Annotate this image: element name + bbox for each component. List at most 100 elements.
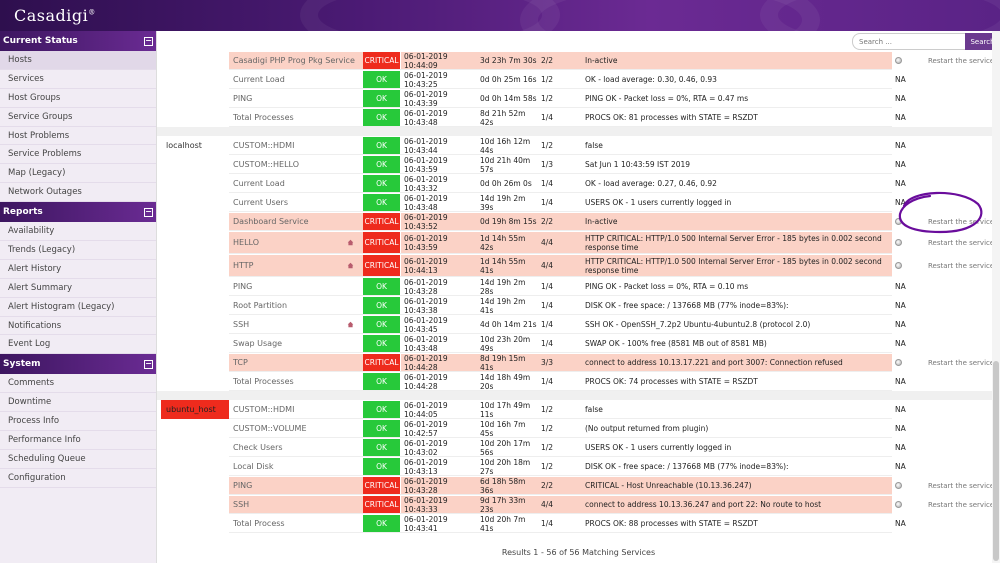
service-name[interactable]: Total Processes (233, 377, 294, 386)
nav-process-info[interactable]: Process Info (0, 412, 156, 432)
status-information: SSH OK - OpenSSH_7.2p2 Ubuntu-4ubuntu2.8… (585, 320, 811, 329)
service-name[interactable]: Current Load (233, 75, 285, 84)
service-name[interactable]: Current Load (233, 179, 285, 188)
service-name[interactable]: PING (233, 282, 253, 291)
nav-network-outages[interactable]: Network Outages (0, 183, 156, 203)
restart-service-link[interactable]: Restart the service (928, 261, 995, 270)
nav-performance-info[interactable]: Performance Info (0, 431, 156, 450)
nav-comments[interactable]: Comments (0, 374, 156, 394)
service-name[interactable]: Swap Usage (233, 339, 283, 348)
nav-notifications[interactable]: Notifications (0, 317, 156, 336)
sidebar: Current Status − Hosts Services Host Gro… (0, 31, 157, 563)
house-icon[interactable] (347, 321, 354, 328)
nav-map-legacy[interactable]: Map (Legacy) (0, 164, 156, 184)
nav-trends-legacy[interactable]: Trends (Legacy) (0, 241, 156, 260)
service-name[interactable]: CUSTOM::VOLUME (233, 424, 307, 433)
gear-icon[interactable] (895, 262, 902, 269)
status-badge: OK (376, 443, 387, 452)
section-system[interactable]: System − (0, 354, 156, 375)
status-information: SWAP OK - 100% free (8581 MB out of 8581… (585, 339, 767, 348)
service-name[interactable]: HTTP (233, 261, 254, 270)
status-information: DISK OK - free space: / 137668 MB (77% i… (585, 462, 789, 471)
last-check: 06-01-2019 10:43:59 (404, 155, 448, 174)
restart-service-link[interactable]: Restart the service (928, 217, 995, 226)
gear-icon[interactable] (895, 359, 902, 366)
service-name[interactable]: CUSTOM::HELLO (233, 160, 299, 169)
scrollbar-thumb[interactable] (993, 361, 999, 561)
nav-hosts[interactable]: Hosts (0, 51, 156, 70)
restart-service-link[interactable]: Restart the service (928, 238, 995, 247)
search-button[interactable]: Search (965, 33, 1000, 50)
duration: 10d 20h 7m 41s (480, 514, 526, 533)
nav-scheduling-queue[interactable]: Scheduling Queue (0, 450, 156, 469)
nav-availability[interactable]: Availability (0, 222, 156, 242)
house-icon[interactable] (347, 239, 354, 246)
status-information: false (585, 141, 603, 150)
nav-service-problems[interactable]: Service Problems (0, 145, 156, 165)
nav-alert-history[interactable]: Alert History (0, 260, 156, 279)
service-name[interactable]: Current Users (233, 198, 288, 207)
service-name[interactable]: SSH (233, 320, 250, 329)
restart-service-link[interactable]: Restart the service (928, 56, 995, 65)
restart-service-link[interactable]: Restart the service (928, 358, 995, 367)
restart-service-link[interactable]: Restart the service (928, 481, 995, 490)
house-icon[interactable] (347, 262, 354, 269)
service-name[interactable]: Total Process (233, 519, 285, 528)
table-row: TCP CRITICAL 06-01-2019 10:44:28 8d 19h 15m… (157, 353, 1000, 372)
service-name[interactable]: Total Processes (233, 113, 294, 122)
collapse-icon[interactable]: − (144, 359, 153, 369)
restart-service-link[interactable]: Restart the service (928, 500, 995, 509)
last-check: 06-01-2019 10:44:28 (404, 372, 448, 391)
service-name[interactable]: Dashboard Service (233, 217, 309, 226)
na-value: NA (895, 443, 906, 452)
service-name[interactable]: PING (233, 481, 253, 490)
last-check: 06-01-2019 10:44:09 (404, 51, 448, 70)
host-name[interactable]: localhost (166, 141, 202, 150)
service-name[interactable]: PING (233, 94, 253, 103)
search-input[interactable] (852, 33, 965, 50)
app-header: Casadigi® (0, 0, 1000, 31)
service-name[interactable]: CUSTOM::HDMI (233, 405, 295, 414)
section-current-status[interactable]: Current Status − (0, 31, 156, 51)
service-name[interactable]: CUSTOM::HDMI (233, 141, 295, 150)
nav-configuration[interactable]: Configuration (0, 469, 156, 488)
service-name[interactable]: TCP (233, 358, 248, 367)
service-name[interactable]: Local Disk (233, 462, 274, 471)
gear-icon[interactable] (895, 482, 902, 489)
duration: 10d 23h 20m 49s (480, 334, 531, 353)
nav-service-groups[interactable]: Service Groups (0, 108, 156, 127)
service-name[interactable]: Check Users (233, 443, 283, 452)
service-name[interactable]: HELLO (233, 238, 259, 247)
nav-alert-summary[interactable]: Alert Summary (0, 279, 156, 298)
collapse-icon[interactable]: − (144, 207, 153, 217)
app-logo[interactable]: Casadigi® (14, 6, 96, 25)
last-check: 06-01-2019 10:43:41 (404, 514, 448, 533)
nav-services[interactable]: Services (0, 70, 156, 89)
service-name[interactable]: SSH (233, 500, 250, 509)
status-badge: CRITICAL (364, 481, 399, 490)
last-check: 06-01-2019 10:44:05 (404, 400, 448, 419)
gear-icon[interactable] (895, 239, 902, 246)
na-value: NA (895, 320, 906, 329)
table-row: Total Process OK 06-01-2019 10:43:41 10d 20… (157, 514, 1000, 533)
section-reports[interactable]: Reports − (0, 202, 156, 223)
nav-host-problems[interactable]: Host Problems (0, 127, 156, 146)
nav-host-groups[interactable]: Host Groups (0, 89, 156, 108)
service-name[interactable]: Root Partition (233, 301, 288, 310)
last-check: 06-01-2019 10:43:45 (404, 315, 448, 334)
scrollbar[interactable] (992, 31, 1000, 563)
table-row: Current Users OK 06-01-2019 10:43:48 14d 19… (157, 193, 1000, 212)
table-row: Swap Usage OK 06-01-2019 10:43:48 10d 23h 2… (157, 334, 1000, 353)
attempt: 1/4 (541, 339, 554, 348)
gear-icon[interactable] (895, 57, 902, 64)
service-name[interactable]: Casadigi PHP Prog Pkg Service (233, 56, 355, 65)
gear-icon[interactable] (895, 218, 902, 225)
status-information: PROCS OK: 81 processes with STATE = RSZD… (585, 113, 758, 122)
gear-icon[interactable] (895, 501, 902, 508)
host-name[interactable]: ubuntu_host (161, 400, 229, 419)
collapse-icon[interactable]: − (144, 36, 153, 46)
nav-downtime[interactable]: Downtime (0, 393, 156, 413)
status-badge: OK (376, 113, 387, 122)
nav-event-log[interactable]: Event Log (0, 335, 156, 355)
nav-alert-histogram[interactable]: Alert Histogram (Legacy) (0, 298, 156, 317)
